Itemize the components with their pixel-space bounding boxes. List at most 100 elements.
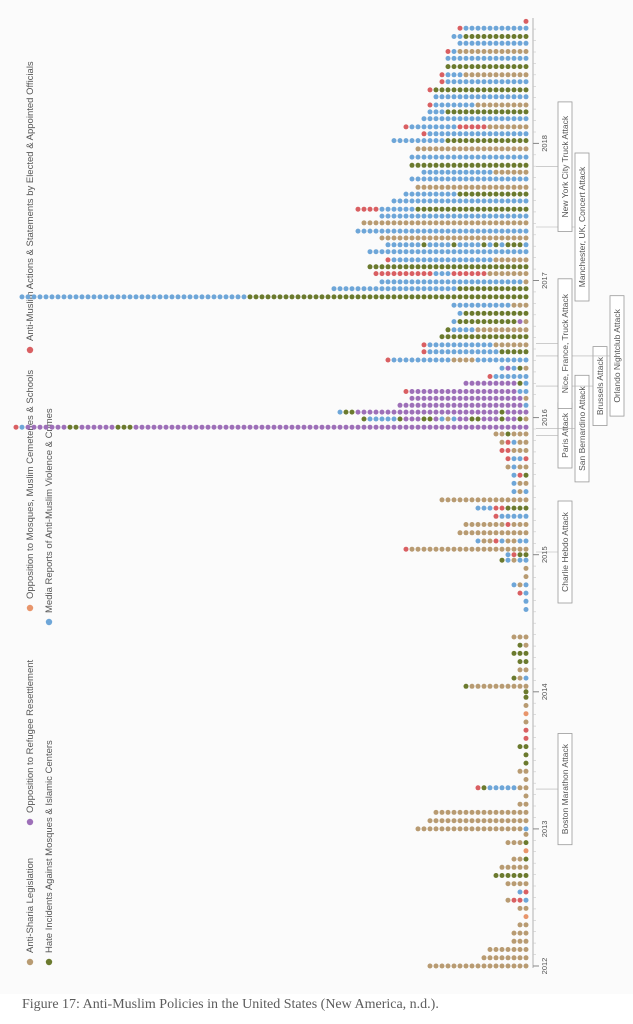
dot-f <box>469 124 475 130</box>
dot-e <box>451 169 457 175</box>
dot-column <box>379 279 529 285</box>
dot-c <box>433 206 439 212</box>
dot-a <box>421 826 427 832</box>
dot-a <box>433 809 439 815</box>
annotation-box: Orlando Nightclub Attack <box>609 295 625 417</box>
dot-a <box>487 809 493 815</box>
dot-c <box>493 264 499 270</box>
dot-e <box>427 242 433 248</box>
dot-c <box>493 873 499 878</box>
dot-column <box>421 169 529 175</box>
dot-e <box>475 279 481 285</box>
dot-a <box>523 480 529 486</box>
dot-e <box>79 294 85 300</box>
legend-swatch <box>26 958 34 966</box>
dot-e <box>475 257 481 263</box>
year-label: 2015 <box>540 546 549 563</box>
dot-c <box>469 191 475 197</box>
dot-e <box>469 94 475 100</box>
dot-e <box>385 416 391 422</box>
dot-c <box>499 87 505 93</box>
dot-a <box>523 319 529 325</box>
dot-e <box>445 349 451 355</box>
dot-e <box>511 249 517 255</box>
dot-e <box>421 138 427 144</box>
dot-a <box>439 818 445 824</box>
dot-e <box>427 228 433 234</box>
dot-c <box>523 659 529 665</box>
dot-a <box>391 235 397 241</box>
dot-e <box>403 138 409 144</box>
dot-b <box>409 409 415 415</box>
dot-c <box>517 873 523 878</box>
dot-b <box>511 424 517 430</box>
dot-e <box>517 456 523 462</box>
dot-b <box>463 389 469 394</box>
dot-e <box>481 169 487 175</box>
dot-c <box>511 349 517 355</box>
dot-c <box>499 557 505 563</box>
dot-e <box>421 198 427 204</box>
dot-b <box>397 409 403 415</box>
dot-a <box>433 818 439 824</box>
dot-a <box>487 497 493 503</box>
dot-c <box>493 334 499 340</box>
dot-column <box>499 557 529 563</box>
dot-column <box>403 191 529 197</box>
dot-b <box>439 424 445 430</box>
dot-a <box>523 955 529 961</box>
dot-a <box>493 809 499 815</box>
dot-e <box>469 79 475 85</box>
dot-a <box>487 327 493 333</box>
dot-a <box>517 683 523 689</box>
dot-e <box>457 176 463 182</box>
dot-b <box>229 424 235 430</box>
dot-e <box>367 286 373 292</box>
dot-a <box>493 683 499 689</box>
dot-c <box>523 689 529 695</box>
dot-b <box>475 402 481 408</box>
annotation-box: New York City Truck Attack <box>557 101 573 232</box>
dot-e <box>499 176 505 182</box>
dot-e <box>139 294 145 300</box>
dot-e <box>457 257 463 263</box>
dot-d <box>523 914 529 920</box>
dot-a <box>487 947 493 952</box>
dot-a <box>493 431 499 437</box>
dot-e <box>475 228 481 234</box>
dot-e <box>469 342 475 348</box>
dot-e <box>385 242 391 248</box>
dot-column <box>427 963 529 969</box>
dot-a <box>517 49 523 54</box>
dot-f <box>475 271 481 277</box>
dot-e <box>445 116 451 122</box>
dot-e <box>415 198 421 204</box>
dot-b <box>481 395 487 401</box>
dot-column <box>445 55 529 61</box>
dot-e <box>403 198 409 204</box>
dot-b <box>349 424 355 430</box>
dot-c <box>499 286 505 292</box>
dot-e <box>373 228 379 234</box>
dot-b <box>457 395 463 401</box>
dot-c <box>409 264 415 270</box>
dot-c <box>475 34 481 39</box>
dot-a <box>511 327 517 333</box>
dot-a <box>475 826 481 832</box>
legend-swatch <box>45 958 53 966</box>
dot-c <box>391 264 397 270</box>
dot-b <box>409 424 415 430</box>
dot-e <box>463 131 469 137</box>
dot-e <box>397 279 403 285</box>
dot-b <box>259 424 265 430</box>
dot-column <box>367 249 529 255</box>
dot-e <box>55 294 61 300</box>
dot-a <box>511 271 517 277</box>
dot-c <box>469 334 475 340</box>
dot-e <box>457 154 463 160</box>
dot-c <box>523 840 529 846</box>
dot-column <box>499 864 529 870</box>
dot-e <box>379 286 385 292</box>
dot-c <box>253 294 259 300</box>
dot-a <box>517 818 523 824</box>
